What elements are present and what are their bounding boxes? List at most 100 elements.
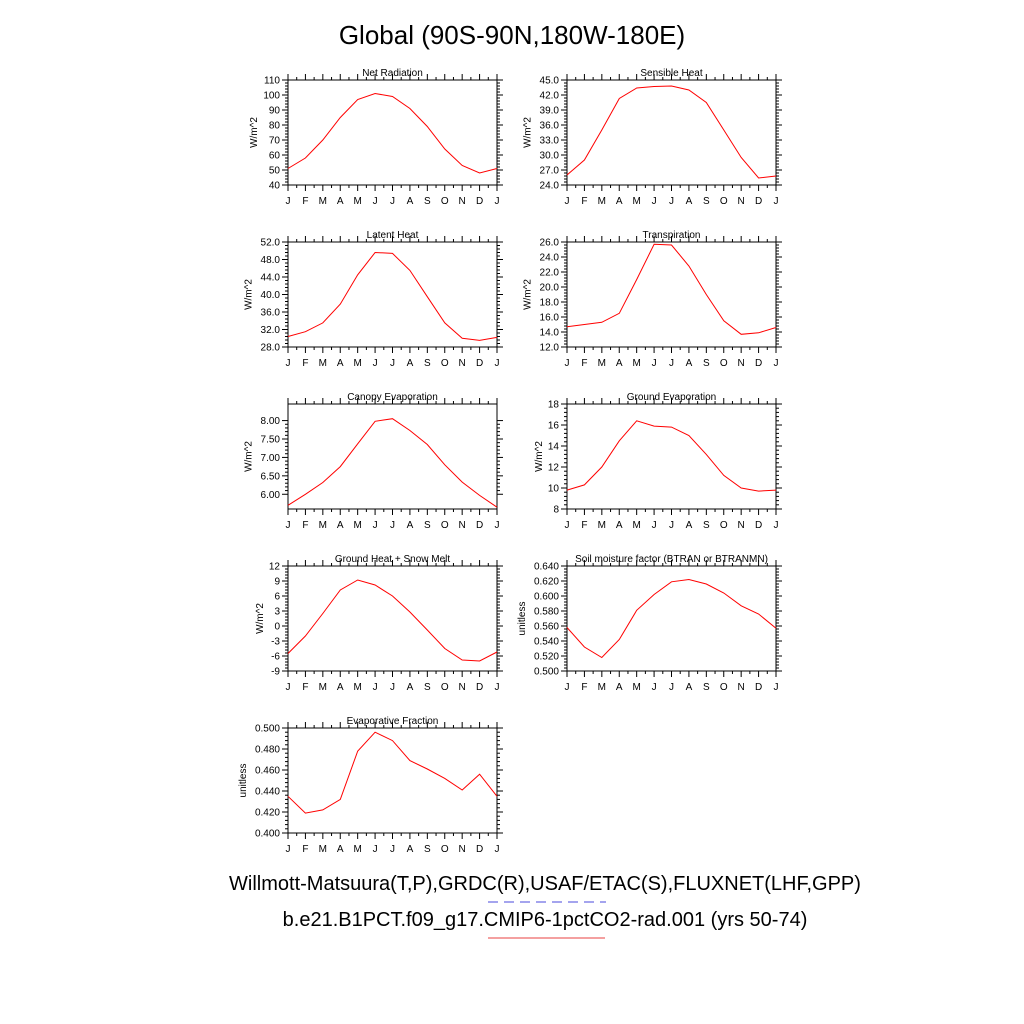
panel-title: Soil moisture factor (BTRAN or BTRANMN) [575,554,768,565]
y-tick-label: 36.0 [261,308,281,319]
y-tick-label: 22.0 [540,268,560,279]
x-tick-label: S [703,196,710,207]
x-tick-label: F [302,358,308,369]
x-tick-label: M [632,520,640,531]
x-tick-label: M [353,682,361,693]
x-tick-label: M [632,196,640,207]
y-tick-label: 52.0 [261,238,281,249]
x-tick-label: J [652,682,657,693]
y-axis-label: W/m^2 [244,441,255,472]
y-tick-label: 6.00 [261,490,281,501]
y-tick-label: 16 [548,421,560,432]
x-tick-label: D [476,520,483,531]
x-tick-label: N [738,196,745,207]
x-tick-label: D [755,682,762,693]
y-tick-label: -3 [271,637,280,648]
panel-title: Evaporative Fraction [347,716,439,727]
x-tick-label: O [720,520,728,531]
x-tick-label: D [755,520,762,531]
y-tick-label: 0.520 [534,652,559,663]
y-tick-label: 0 [274,622,280,633]
y-tick-label: 24.0 [540,253,560,264]
x-tick-label: M [598,196,606,207]
y-tick-label: 44.0 [261,273,281,284]
x-tick-label: N [459,520,466,531]
y-tick-label: 0.580 [534,607,559,618]
y-tick-label: 0.420 [255,808,280,819]
x-tick-label: J [774,520,779,531]
y-tick-label: 70 [269,136,281,147]
y-tick-label: 0.640 [534,562,559,573]
x-tick-label: M [319,844,327,855]
x-tick-label: F [581,520,587,531]
x-tick-label: N [459,844,466,855]
panel-title: Latent Heat [367,230,419,241]
x-tick-label: J [286,682,291,693]
y-tick-label: 18.0 [540,298,560,309]
y-tick-label: 0.600 [534,592,559,603]
y-axis-label: unitless [517,602,528,636]
x-tick-label: O [720,196,728,207]
x-tick-label: J [565,358,570,369]
y-tick-label: 14 [548,442,560,453]
x-tick-label: M [598,682,606,693]
x-tick-label: J [373,520,378,531]
x-tick-label: J [286,358,291,369]
y-tick-label: 30.0 [540,151,560,162]
y-tick-label: 8.00 [261,416,281,427]
y-tick-label: 20.0 [540,283,560,294]
series-line [566,420,777,492]
y-tick-label: 7.00 [261,453,281,464]
plot-frame [566,403,777,510]
x-tick-label: A [337,520,344,531]
plot-frame [566,79,777,186]
y-axis-label: W/m^2 [249,117,260,148]
plot-frame [566,241,777,348]
y-axis-label: W/m^2 [523,279,534,310]
x-tick-label: S [424,520,431,531]
x-tick-label: F [302,682,308,693]
x-tick-label: J [373,358,378,369]
x-tick-label: M [598,520,606,531]
y-tick-label: 26.0 [540,238,560,249]
legend-label-model: b.e21.B1PCT.f09_g17.CMIP6-1pctCO2-rad.00… [283,909,808,931]
x-tick-label: A [407,196,414,207]
y-tick-label: 0.500 [255,724,280,735]
y-tick-label: 0.460 [255,766,280,777]
x-tick-label: A [337,196,344,207]
x-tick-label: F [581,358,587,369]
panel-title: Net Radiation [362,68,423,79]
y-tick-label: 0.560 [534,622,559,633]
x-tick-label: J [669,520,674,531]
series-line [566,578,777,659]
x-tick-label: O [441,358,449,369]
x-tick-label: M [632,358,640,369]
x-tick-label: J [373,844,378,855]
y-tick-label: 0.540 [534,637,559,648]
x-tick-label: D [476,682,483,693]
x-tick-label: F [302,520,308,531]
x-tick-label: F [581,196,587,207]
y-tick-label: 39.0 [540,106,560,117]
x-tick-label: A [407,358,414,369]
panel-7: Soil moisture factor (BTRAN or BTRANMN) J… [517,554,782,693]
y-tick-label: 36.0 [540,121,560,132]
x-tick-label: J [286,196,291,207]
x-tick-label: M [598,358,606,369]
x-tick-label: O [441,844,449,855]
x-tick-label: A [616,682,623,693]
y-tick-label: 33.0 [540,136,560,147]
x-tick-label: A [407,520,414,531]
figure-title: Global (90S-90N,180W-180E) [339,20,685,50]
x-tick-label: J [373,682,378,693]
x-tick-label: D [476,358,483,369]
x-tick-label: J [652,358,657,369]
y-tick-label: 27.0 [540,166,560,177]
x-tick-label: O [720,358,728,369]
y-tick-label: 6 [274,592,280,603]
x-tick-label: N [738,682,745,693]
